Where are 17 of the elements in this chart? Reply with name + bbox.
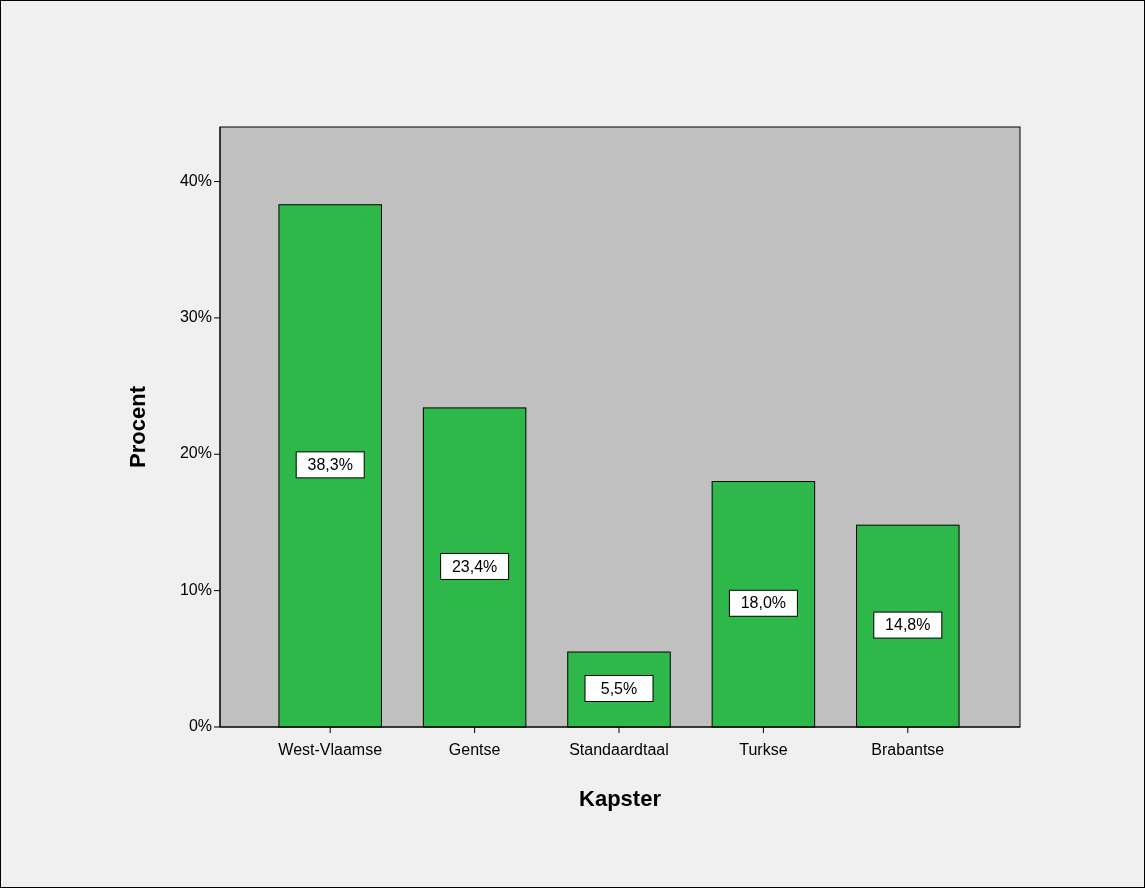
y-axis-title: Procent bbox=[125, 385, 150, 468]
x-tick-label: Turkse bbox=[739, 741, 788, 758]
data-label: 23,4% bbox=[451, 557, 498, 575]
y-tick-label: 10% bbox=[179, 580, 212, 598]
y-tick-label: 20% bbox=[179, 444, 212, 462]
y-tick-label: 40% bbox=[179, 171, 212, 189]
x-tick-label: Standaardtaal bbox=[569, 741, 669, 758]
y-tick-label: 0% bbox=[188, 717, 212, 735]
x-tick-label: Brabantse bbox=[871, 741, 945, 758]
x-tick-label: Gentse bbox=[448, 741, 501, 758]
data-label: 18,0% bbox=[740, 594, 787, 612]
x-axis-title: Kapster bbox=[579, 786, 662, 811]
data-label: 5,5% bbox=[600, 679, 638, 697]
data-label: 38,3% bbox=[307, 456, 353, 474]
data-label: 14,8% bbox=[885, 616, 931, 634]
y-tick-label: 30% bbox=[179, 308, 212, 326]
x-tick-label: West-Vlaamse bbox=[278, 741, 383, 758]
